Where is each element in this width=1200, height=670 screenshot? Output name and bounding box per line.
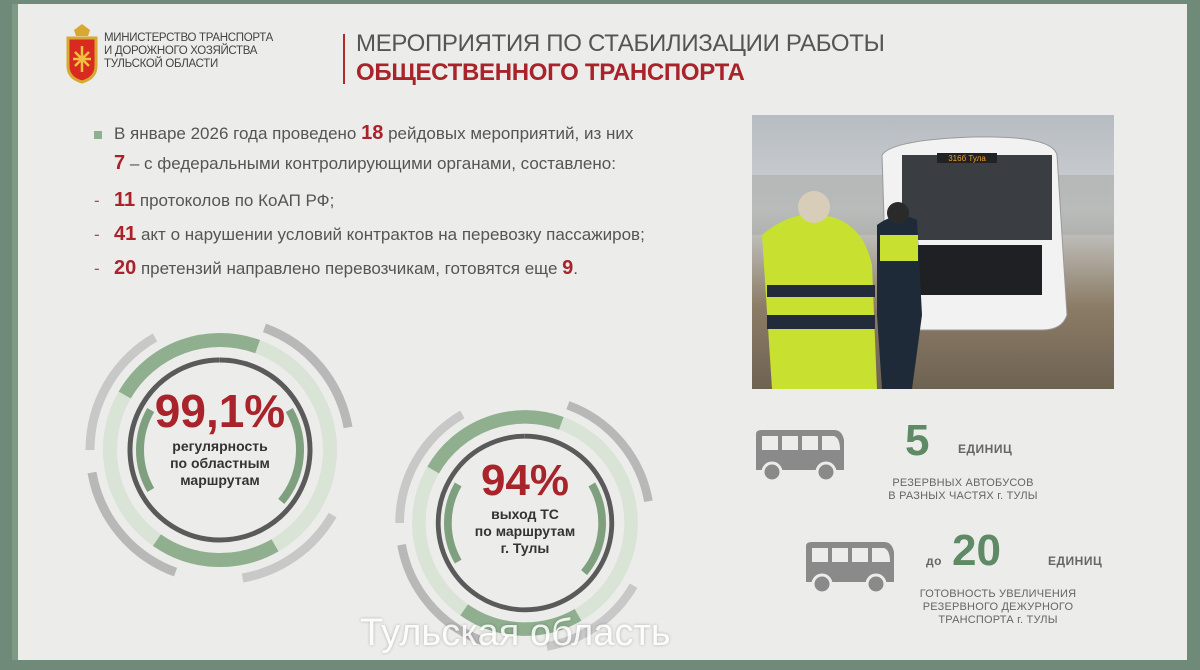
- bullet-text: претензий направлено перевозчикам, готов…: [136, 259, 563, 278]
- slide: МИНИСТЕРСТВО ТРАНСПОРТА И ДОРОЖНОГО ХОЗЯ…: [12, 4, 1187, 660]
- bullet-number: 7: [114, 152, 126, 174]
- gauge-ring-segment: [241, 512, 337, 583]
- ministry-line: ТУЛЬСКОЙ ОБЛАСТИ: [104, 58, 218, 70]
- bullet-square-icon: [94, 130, 102, 139]
- bus-icon: [756, 430, 844, 483]
- dash-icon: -: [94, 225, 100, 244]
- bus-icon: [806, 542, 894, 595]
- ministry-line: И ДОРОЖНОГО ХОЗЯЙСТВА: [104, 45, 258, 57]
- gauge-ring-segment: [545, 583, 638, 651]
- bullet-number: 18: [361, 122, 384, 144]
- page-title-line2: ОБЩЕСТВЕННОГО ТРАНСПОРТА: [356, 59, 745, 86]
- reserve-value: 5: [905, 416, 930, 465]
- bullet-item: 7 – с федеральными контролирующими орган…: [114, 152, 616, 175]
- gauge-ring-segment: [397, 543, 484, 645]
- gauge-value: 94%: [480, 456, 570, 505]
- coat-of-arms-logo: [66, 24, 98, 84]
- reserve-unit: ЕДИНИЦ: [958, 442, 1013, 456]
- video-caption: Тульская область: [360, 612, 671, 654]
- gauge-label-line: регулярность: [172, 438, 268, 454]
- ministry-name: МИНИСТЕРСТВО ТРАНСПОРТА И ДОРОЖНОГО ХОЗЯ…: [104, 32, 273, 71]
- bullet-text: рейдовых мероприятий, из них: [383, 124, 634, 143]
- gauge-ring-segment: [127, 357, 313, 543]
- gauge-vehicle-output: [395, 401, 653, 651]
- gauge-ring-segment: [460, 604, 582, 636]
- reserve-prefix: до: [926, 554, 942, 568]
- bullet-item: В январе 2026 года проведено 18 рейдовых…: [94, 122, 633, 145]
- caption-line: ТРАНСПОРТА г. ТУЛЫ: [938, 614, 1058, 626]
- gauge-label-line: по областным: [170, 455, 270, 471]
- gauge-ring-segment: [87, 471, 178, 577]
- gauge-value: 99,1%: [154, 385, 286, 437]
- bullet-number: 20: [114, 257, 137, 279]
- gauge-label-line: по маршрутам: [474, 523, 576, 539]
- bullet-item: -20 претензий направлено перевозчикам, г…: [94, 257, 578, 280]
- bullet-text: протоколов по КоАП РФ;: [135, 191, 335, 210]
- bullet-number: 9: [562, 257, 574, 279]
- gauge-label: регулярность по областным маршрутам: [110, 438, 330, 489]
- reserve-caption: ГОТОВНОСТЬ УВЕЛИЧЕНИЯ РЕЗЕРВНОГО ДЕЖУРНО…: [898, 588, 1098, 627]
- photo-illustration: 316б Тула: [752, 136, 1114, 389]
- bullet-text: – с федеральными контролирующими органам…: [125, 154, 616, 173]
- bullet-text: акт о нарушении условий контрактов на пе…: [136, 225, 645, 244]
- gauge-ring-segment: [566, 401, 653, 503]
- gauge-label: выход ТС по маршрутам г. Тулы: [415, 506, 635, 557]
- gauge-label-line: маршрутам: [180, 472, 260, 488]
- caption-line: РЕЗЕРВНЫХ АВТОБУСОВ: [892, 477, 1034, 489]
- reserve-caption: РЕЗЕРВНЫХ АВТОБУСОВ В РАЗНЫХ ЧАСТЯХ г. Т…: [868, 477, 1058, 503]
- gauge-ring-segment: [136, 408, 155, 492]
- ministry-line: МИНИСТЕРСТВО ТРАНСПОРТА: [104, 32, 273, 44]
- gauge-label-line: г. Тулы: [500, 540, 550, 556]
- gauge-regularity: [85, 323, 353, 583]
- bullet-text: .: [573, 259, 578, 278]
- gauge-ring-segment: [152, 534, 279, 567]
- bullet-number: 41: [114, 223, 137, 245]
- reserve-value: 20: [952, 526, 1001, 575]
- dash-icon: -: [94, 191, 100, 210]
- route-sign: 316б Тула: [948, 154, 986, 163]
- gauge-ring-segment: [118, 333, 261, 399]
- gauge-ring-segment: [435, 433, 615, 613]
- gauge-vehicle-output-text: 94% выход ТС по маршрутам г. Тулы: [415, 456, 635, 557]
- gauge-ring-segment: [444, 482, 462, 564]
- gauge-ring-segment: [395, 410, 465, 524]
- caption-line: ГОТОВНОСТЬ УВЕЛИЧЕНИЯ: [919, 588, 1077, 600]
- reserve-unit: ЕДИНИЦ: [1048, 554, 1103, 568]
- title-divider: [343, 34, 345, 84]
- caption-line: В РАЗНЫХ ЧАСТЯХ г. ТУЛЫ: [888, 490, 1038, 502]
- gauge-ring-segment: [581, 482, 606, 576]
- gauge-label-line: выход ТС: [491, 506, 559, 522]
- page-title-line1: МЕРОПРИЯТИЯ ПО СТАБИЛИЗАЦИИ РАБОТЫ: [356, 30, 885, 57]
- gauge-ring-segment: [278, 408, 304, 504]
- caption-line: РЕЗЕРВНОГО ДЕЖУРНОГО: [922, 601, 1074, 613]
- bullet-item: -41 акт о нарушении условий контрактов н…: [94, 223, 645, 246]
- bullet-item: -11 протоколов по КоАП РФ;: [94, 189, 334, 212]
- gauge-ring-segment: [262, 323, 353, 429]
- bullet-text: В январе 2026 года проведено: [114, 124, 362, 143]
- bullet-number: 11: [114, 189, 136, 211]
- inspection-photo: 316б Тула: [752, 115, 1114, 389]
- dash-icon: -: [94, 259, 100, 278]
- gauge-ring-segment: [85, 333, 158, 451]
- gauge-ring-segment: [427, 410, 564, 474]
- gauge-regularity-text: 99,1% регулярность по областным маршрута…: [110, 384, 330, 489]
